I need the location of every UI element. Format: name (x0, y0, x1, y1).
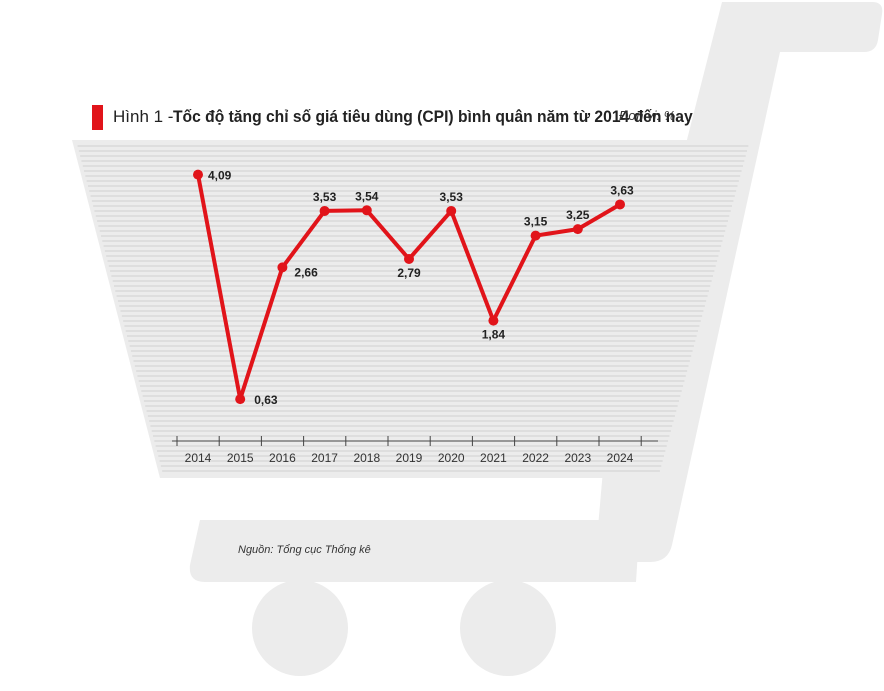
data-label: 1,84 (482, 328, 506, 342)
title-text: Tốc độ tăng chỉ số giá tiêu dùng (CPI) b… (173, 107, 694, 126)
data-point (446, 205, 457, 216)
chart-title: Hình 1 - Tốc độ tăng chỉ số giá tiêu dùn… (92, 104, 738, 130)
data-point (361, 205, 372, 216)
data-point (615, 199, 625, 210)
unit-label: Đơn vị: % (619, 108, 676, 123)
cart-wheel-right (460, 580, 556, 676)
x-tick-label: 2018 (353, 451, 380, 465)
x-tick-label: 2024 (607, 451, 634, 465)
x-tick-label: 2019 (396, 451, 423, 465)
data-label: 0,63 (254, 393, 278, 407)
x-axis-ticks (176, 436, 642, 446)
data-label: 3,25 (566, 208, 590, 222)
cart-wheel-left (252, 580, 348, 676)
x-tick-label: 2021 (480, 451, 507, 465)
series-points (193, 169, 625, 405)
data-point (572, 224, 583, 235)
x-tick-label: 2016 (269, 451, 296, 465)
data-label: 2,66 (294, 265, 318, 279)
basket-stripes (77, 145, 749, 472)
data-label: 2,79 (397, 266, 421, 280)
source-note: Nguồn: Tổng cục Thống kê (238, 544, 371, 556)
x-tick-label: 2023 (564, 451, 591, 465)
title-prefix: Hình 1 - (113, 107, 174, 126)
data-label: 4,09 (208, 169, 232, 183)
data-point (235, 394, 246, 405)
x-tick-label: 2014 (185, 451, 212, 465)
data-label: 3,63 (610, 183, 634, 197)
data-point (488, 315, 499, 326)
cart-rail (189, 520, 640, 582)
data-point (277, 262, 288, 273)
x-tick-label: 2015 (227, 451, 254, 465)
data-point (530, 230, 541, 241)
data-point (319, 205, 330, 216)
data-label: 3,53 (440, 190, 464, 204)
x-tick-label: 2022 (522, 451, 549, 465)
data-label: 3,53 (313, 190, 337, 204)
data-label: 3,54 (355, 189, 379, 203)
title-marker (92, 104, 103, 130)
x-axis-tick-labels: 2014 2015 2016 2017 2018 2019 2020 2021 2022 2023… (185, 451, 634, 465)
x-tick-label: 2020 (438, 451, 465, 465)
data-label: 3,15 (524, 215, 548, 229)
data-labels: 4,09 0,63 2,66 3,53 3,54 2,79 3,53 1,84 3,15 3,25… (208, 169, 634, 408)
data-point (193, 169, 203, 180)
x-tick-label: 2017 (311, 451, 338, 465)
data-point (404, 253, 414, 264)
